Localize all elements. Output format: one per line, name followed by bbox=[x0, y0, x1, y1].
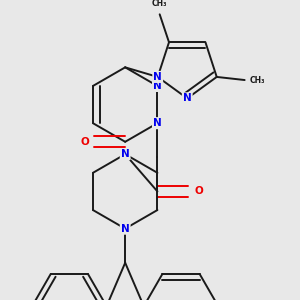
Text: N: N bbox=[121, 149, 130, 159]
Text: CH₃: CH₃ bbox=[249, 76, 265, 85]
Text: O: O bbox=[195, 186, 204, 197]
Text: CH₃: CH₃ bbox=[152, 0, 167, 8]
Text: N: N bbox=[153, 72, 162, 82]
Text: N: N bbox=[153, 118, 162, 128]
Text: N: N bbox=[153, 81, 162, 91]
Text: O: O bbox=[80, 137, 89, 147]
Text: N: N bbox=[183, 93, 192, 103]
Text: N: N bbox=[121, 224, 130, 234]
